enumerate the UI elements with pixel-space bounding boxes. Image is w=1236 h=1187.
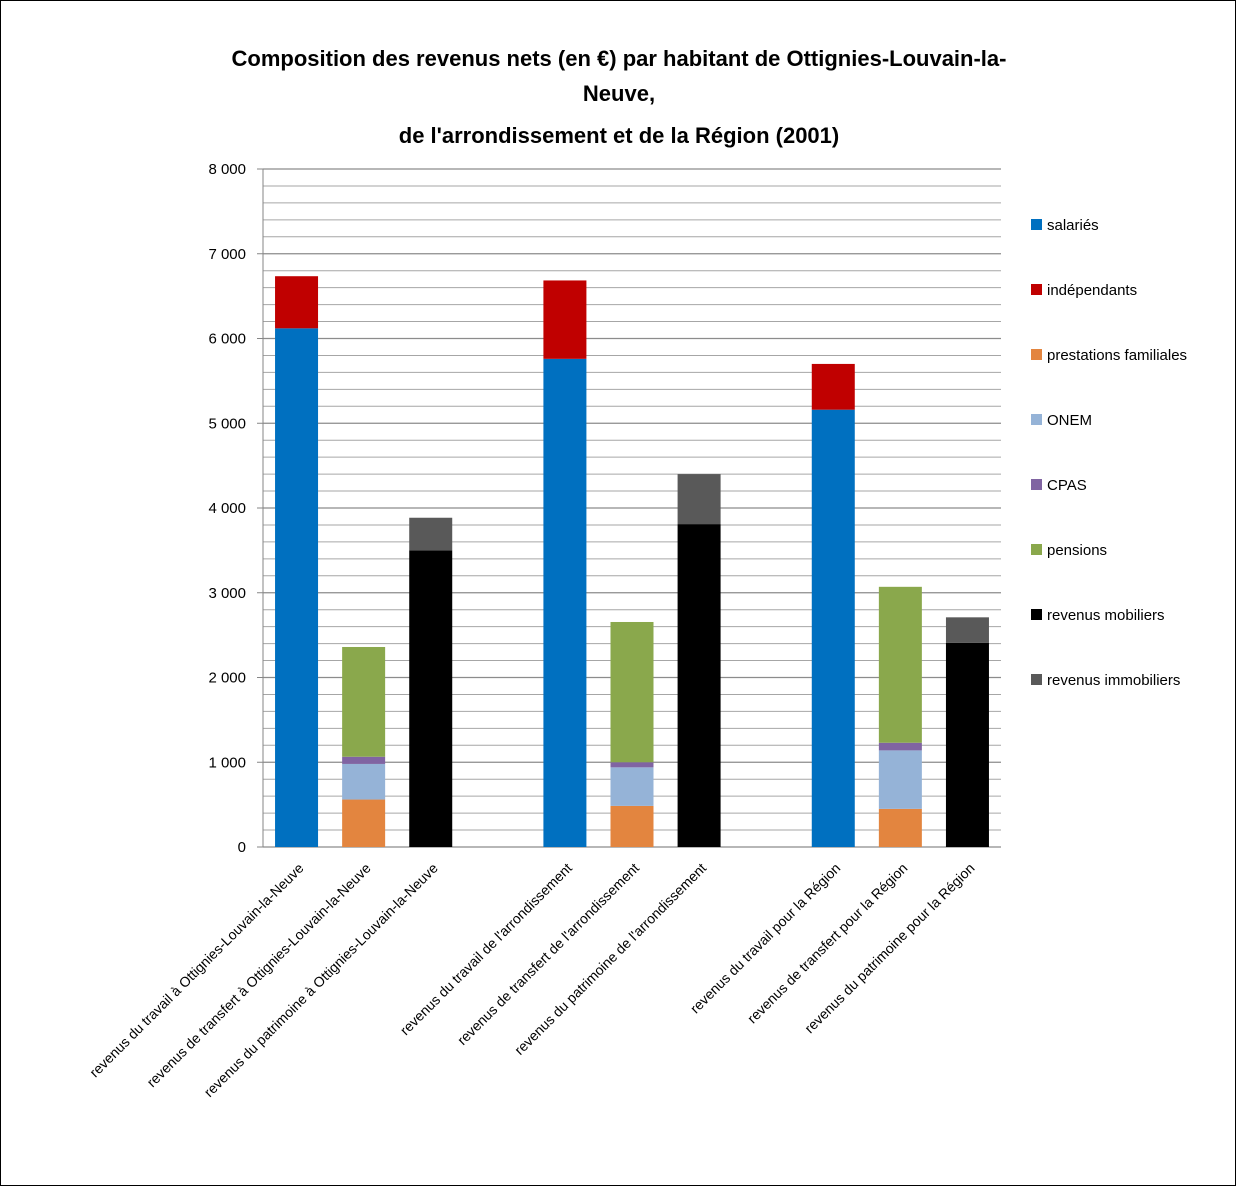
chart-title-line-2: Neuve, <box>582 81 656 106</box>
bar-segment <box>409 550 453 847</box>
bar-segment <box>275 276 319 329</box>
y-tick-label: 5 000 <box>208 415 246 432</box>
legend-label: pensions <box>1047 542 1107 559</box>
legend-swatch <box>1031 609 1042 620</box>
bar-segment <box>610 762 654 768</box>
legend-label: CPAS <box>1047 477 1087 494</box>
legend-swatch <box>1031 479 1042 490</box>
bar-segment <box>878 742 922 751</box>
bar-segment <box>945 642 989 847</box>
bar-segment <box>610 621 654 763</box>
legend-swatch <box>1031 219 1042 230</box>
bar-segment <box>409 517 453 551</box>
legend-swatch <box>1031 674 1042 685</box>
y-tick-label: 0 <box>238 839 246 856</box>
bar-segment <box>610 805 654 847</box>
y-tick-label: 8 000 <box>208 161 246 178</box>
bar-segment <box>945 617 989 643</box>
y-tick-label: 7 000 <box>208 246 246 263</box>
x-tick-label: revenus du patrimoine à Ottignies-Louvai… <box>201 860 441 1100</box>
legend-label: prestations familiales <box>1047 347 1187 364</box>
bar-segment <box>677 474 721 525</box>
bar-segment <box>543 280 587 359</box>
legend-label: revenus immobiliers <box>1047 672 1180 689</box>
y-tick-label: 4 000 <box>208 500 246 517</box>
y-tick-label: 1 000 <box>208 754 246 771</box>
legend-swatch <box>1031 414 1042 425</box>
legend-label: ONEM <box>1047 412 1092 429</box>
bar-segment <box>677 524 721 847</box>
bar-segment <box>878 586 922 743</box>
bar-segment <box>342 763 386 800</box>
bar-segment <box>610 767 654 806</box>
y-tick-label: 6 000 <box>208 331 246 348</box>
bar-segment <box>342 646 386 757</box>
legend-label: salariés <box>1047 217 1099 234</box>
chart-title-line-1: Composition des revenus nets (en €) par … <box>231 46 1007 71</box>
y-tick-label: 2 000 <box>208 670 246 687</box>
bar-segment <box>342 799 386 847</box>
bar-segment <box>878 750 922 809</box>
y-tick-label: 3 000 <box>208 585 246 602</box>
legend-swatch <box>1031 349 1042 360</box>
bar-segment <box>543 358 587 847</box>
bar-segment <box>878 808 922 847</box>
legend-swatch <box>1031 544 1042 555</box>
x-tick-label: revenus de transfert à Ottignies-Louvain… <box>143 860 373 1090</box>
bar-segment <box>811 363 855 410</box>
legend-label: revenus mobiliers <box>1047 607 1165 624</box>
legend-swatch <box>1031 284 1042 295</box>
chart-title-line-3: de l'arrondissement et de la Région (200… <box>398 123 840 148</box>
bar-segment <box>811 409 855 847</box>
bar-segment <box>342 756 386 764</box>
bar-segment <box>275 328 319 848</box>
legend-label: indépendants <box>1047 282 1137 299</box>
